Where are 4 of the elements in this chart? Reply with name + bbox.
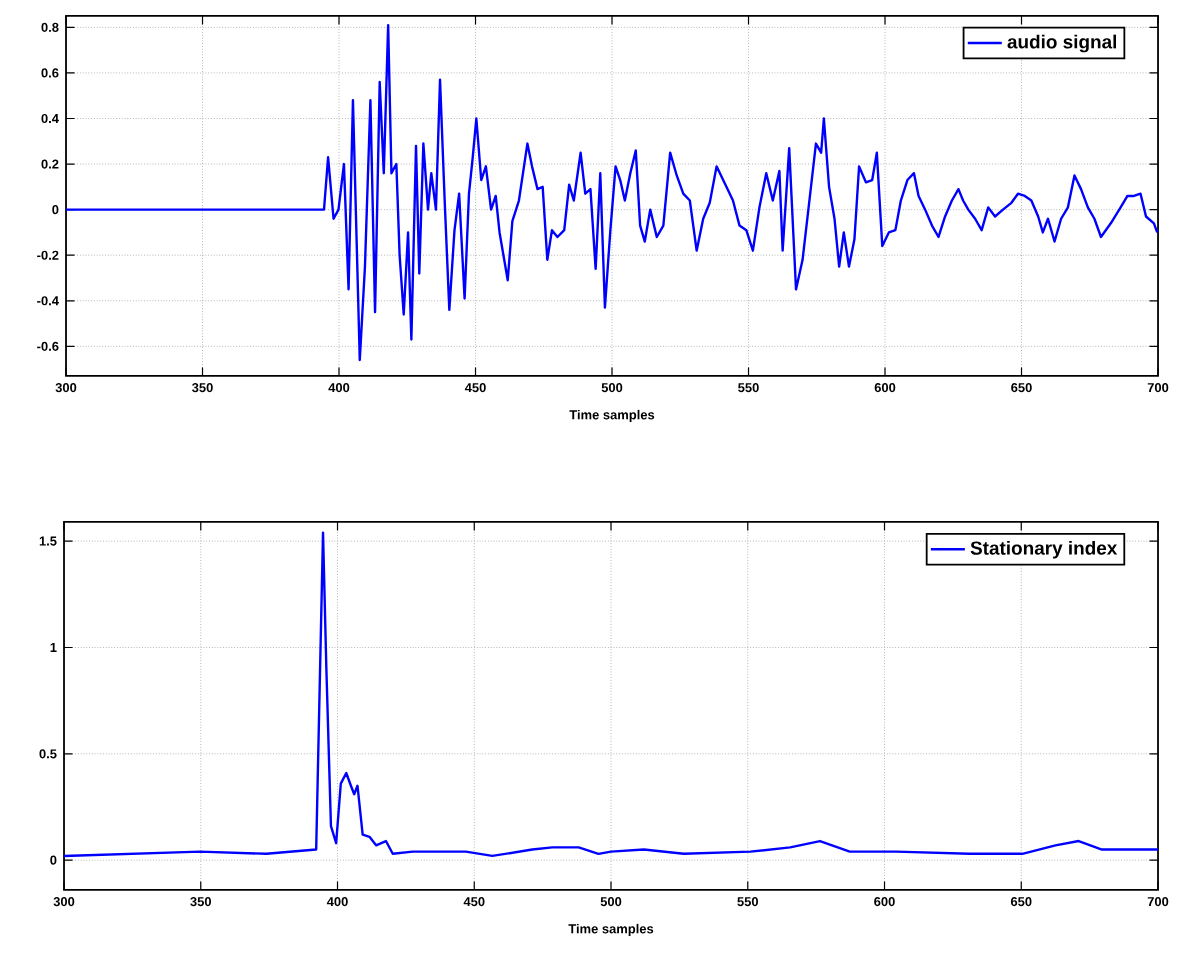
- legend-label: Stationary index: [970, 540, 1118, 559]
- line-series: [66, 23, 1159, 362]
- legend-label: audio signal: [1007, 34, 1117, 53]
- line-series: [64, 531, 1159, 858]
